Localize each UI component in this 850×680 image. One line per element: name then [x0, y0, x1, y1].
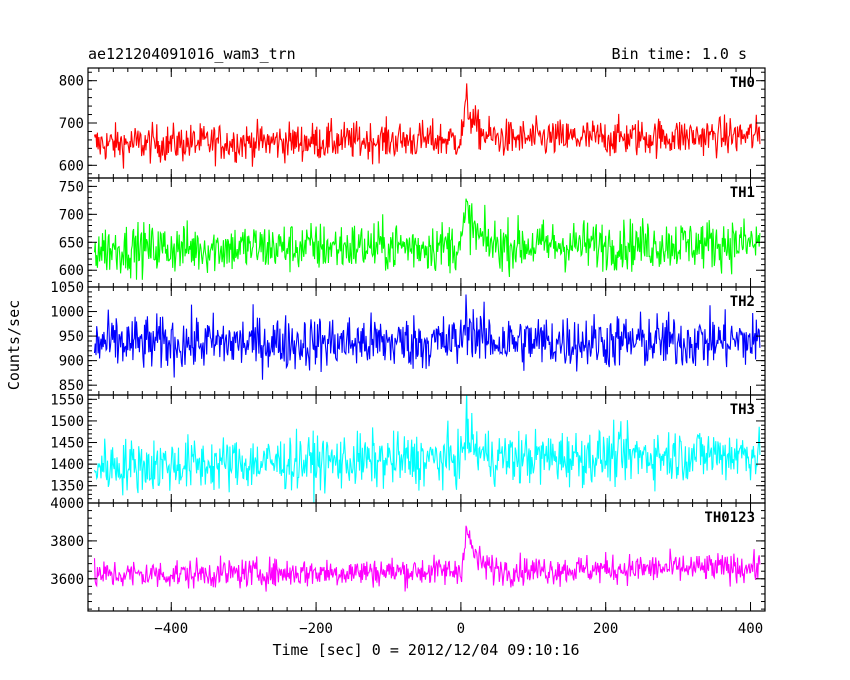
- panel-frame: [87, 394, 766, 504]
- y-tick-label: 1550: [50, 392, 84, 408]
- x-axis-label: Time [sec] 0 = 2012/12/04 09:10:16: [272, 641, 579, 659]
- panel-frame: [87, 177, 766, 288]
- y-tick-label: 3800: [50, 534, 84, 550]
- panel-frame: [87, 502, 766, 612]
- y-tick-label: 700: [59, 116, 84, 132]
- x-axis-ticks: −400 −200 0 200 400: [154, 621, 763, 637]
- x-tick-label: −400: [154, 621, 188, 637]
- y-tick-label: 700: [59, 207, 84, 223]
- panel-label: TH3: [730, 402, 755, 418]
- panel-label: TH2: [730, 294, 755, 310]
- panel-th0: 600 700 800 TH0: [59, 67, 766, 179]
- x-tick-label: 0: [457, 621, 465, 637]
- series-th0: [93, 83, 761, 169]
- series-th0123: [93, 525, 761, 592]
- panel-th3: 1350 1400 1450 1500 1550 TH3: [50, 392, 766, 504]
- y-tick-label: 1500: [50, 414, 84, 430]
- y-tick-label: 1350: [50, 479, 84, 495]
- y-tick-label: 600: [59, 263, 84, 279]
- y-tick-label: 950: [59, 329, 84, 345]
- panel-label: TH1: [730, 185, 755, 201]
- y-tick-label: 800: [59, 74, 84, 90]
- series-th3: [93, 395, 761, 503]
- x-tick-label: 200: [593, 621, 618, 637]
- panel-th2: 850 900 950 1000 1050 TH2: [50, 280, 766, 396]
- y-tick-label: 600: [59, 158, 84, 174]
- x-tick-label: 400: [738, 621, 763, 637]
- y-axis-label: Counts/sec: [5, 300, 23, 390]
- panel-label: TH0: [730, 75, 755, 91]
- y-tick-label: 1050: [50, 280, 84, 296]
- panel-th0123: 3600 3800 4000 TH0123: [50, 496, 766, 612]
- bin-time-label: Bin time: 1.0 s: [612, 45, 747, 63]
- series-th1: [93, 198, 761, 280]
- panel-frame: [87, 67, 766, 179]
- series-th2: [93, 294, 761, 380]
- y-tick-label: 1400: [50, 457, 84, 473]
- y-tick-label: 1000: [50, 305, 84, 321]
- panels-group: 600 700 800 TH0 600 650 700 750 TH1 850 900 950 1000…: [50, 67, 766, 612]
- y-tick-label: 650: [59, 235, 84, 251]
- panel-label: TH0123: [704, 510, 755, 526]
- chart-title: ae121204091016_wam3_trn: [88, 45, 296, 63]
- y-tick-label: 750: [59, 179, 84, 195]
- y-tick-label: 850: [59, 378, 84, 394]
- y-tick-label: 3600: [50, 572, 84, 588]
- panel-th1: 600 650 700 750 TH1: [59, 177, 766, 288]
- y-tick-label: 4000: [50, 496, 84, 512]
- y-tick-label: 900: [59, 354, 84, 370]
- y-tick-label: 1450: [50, 436, 84, 452]
- x-tick-label: −200: [299, 621, 333, 637]
